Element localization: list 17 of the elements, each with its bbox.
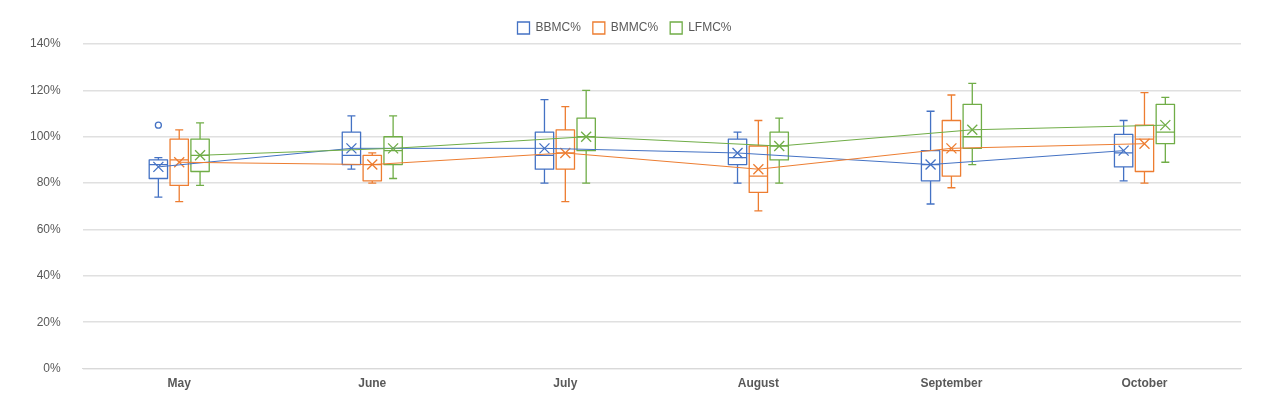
y-tick-label: 140% xyxy=(29,36,62,51)
x-tick-label: August xyxy=(737,376,780,391)
y-tick-label: 0% xyxy=(43,360,62,375)
y-tick-label: 20% xyxy=(36,314,62,329)
x-tick-label: July xyxy=(553,376,578,391)
x-tick-label: June xyxy=(358,376,387,391)
x-tick-label: May xyxy=(167,376,192,391)
y-tick-label: 120% xyxy=(29,82,62,97)
y-tick-label: 80% xyxy=(36,175,62,190)
x-tick-label: October xyxy=(1121,376,1168,391)
y-tick-label: 100% xyxy=(29,129,62,144)
y-tick-label: 60% xyxy=(36,221,62,236)
legend-label: BBMC% xyxy=(535,20,582,35)
x-tick-label: September xyxy=(920,376,983,391)
y-tick-label: 40% xyxy=(36,268,62,283)
legend-label: LFMC% xyxy=(688,20,732,35)
legend-label: BMMC% xyxy=(610,20,659,35)
